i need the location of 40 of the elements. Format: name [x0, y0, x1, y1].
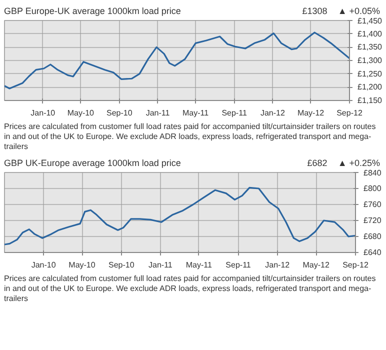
- x-tick-label: Jan-12: [260, 108, 286, 118]
- y-tick-label: £1,450: [358, 16, 383, 26]
- text: ▲ +0.05%: [338, 6, 380, 16]
- x-tick-label: Jan-11: [146, 108, 170, 118]
- x-tick-label: Sep-10: [108, 260, 135, 270]
- x-tick-label: May-10: [67, 108, 95, 118]
- y-tick-label: £680: [364, 232, 382, 241]
- y-tick-label: £1,200: [358, 82, 383, 92]
- x-tick-label: Jan-12: [265, 260, 290, 270]
- x-tick-label: Sep-11: [226, 260, 252, 270]
- x-tick-label: Sep-12: [336, 108, 363, 118]
- text: ▲ +0.25%: [338, 158, 380, 168]
- x-tick-label: Jan-11: [148, 260, 173, 270]
- y-tick-label: £1,150: [358, 96, 383, 105]
- y-tick-label: £1,300: [358, 56, 383, 65]
- chart-title: GBP Europe-UK average 1000km load price: [4, 5, 181, 18]
- x-tick-label: May-12: [302, 260, 330, 270]
- x-tick-label: May-11: [186, 260, 212, 270]
- chart-title: GBP UK-Europe average 1000km load price: [4, 157, 181, 170]
- text: £1308: [302, 6, 328, 16]
- y-tick-label: £720: [364, 216, 382, 225]
- y-tick-label: £1,350: [358, 42, 383, 52]
- x-tick-label: Sep-10: [106, 108, 133, 118]
- text: Prices are calculated from customer full load rates paid for accompanied tilt/curtainsider trailers on routes in and out of the UK to Europe. We exclude ADR loads, express loads, refrigerated transport and mega-trailers: [4, 122, 377, 152]
- y-tick-label: £640: [364, 248, 382, 257]
- x-tick-label: May-10: [68, 260, 96, 270]
- y-tick-label: £1,250: [358, 69, 383, 78]
- y-tick-label: £840: [364, 168, 382, 178]
- x-tick-label: Sep-12: [342, 260, 369, 270]
- y-tick-label: £760: [364, 200, 382, 209]
- x-tick-label: May-11: [182, 108, 210, 118]
- x-tick-label: Jan-10: [30, 108, 56, 118]
- x-tick-label: Sep-11: [222, 108, 248, 118]
- x-tick-label: May-12: [297, 108, 325, 118]
- text: Prices are calculated from customer full load rates paid for accompanied tilt/curtainsider trailers on routes in and out of the UK to Europe. We exclude ADR loads, express loads, refrigerated transport and mega-trailers: [4, 274, 377, 304]
- text: £682: [307, 158, 328, 168]
- y-tick-label: £1,400: [358, 29, 383, 38]
- x-tick-label: Jan-10: [31, 260, 56, 270]
- y-tick-label: £800: [364, 184, 382, 193]
- line-series: [4, 186, 356, 246]
